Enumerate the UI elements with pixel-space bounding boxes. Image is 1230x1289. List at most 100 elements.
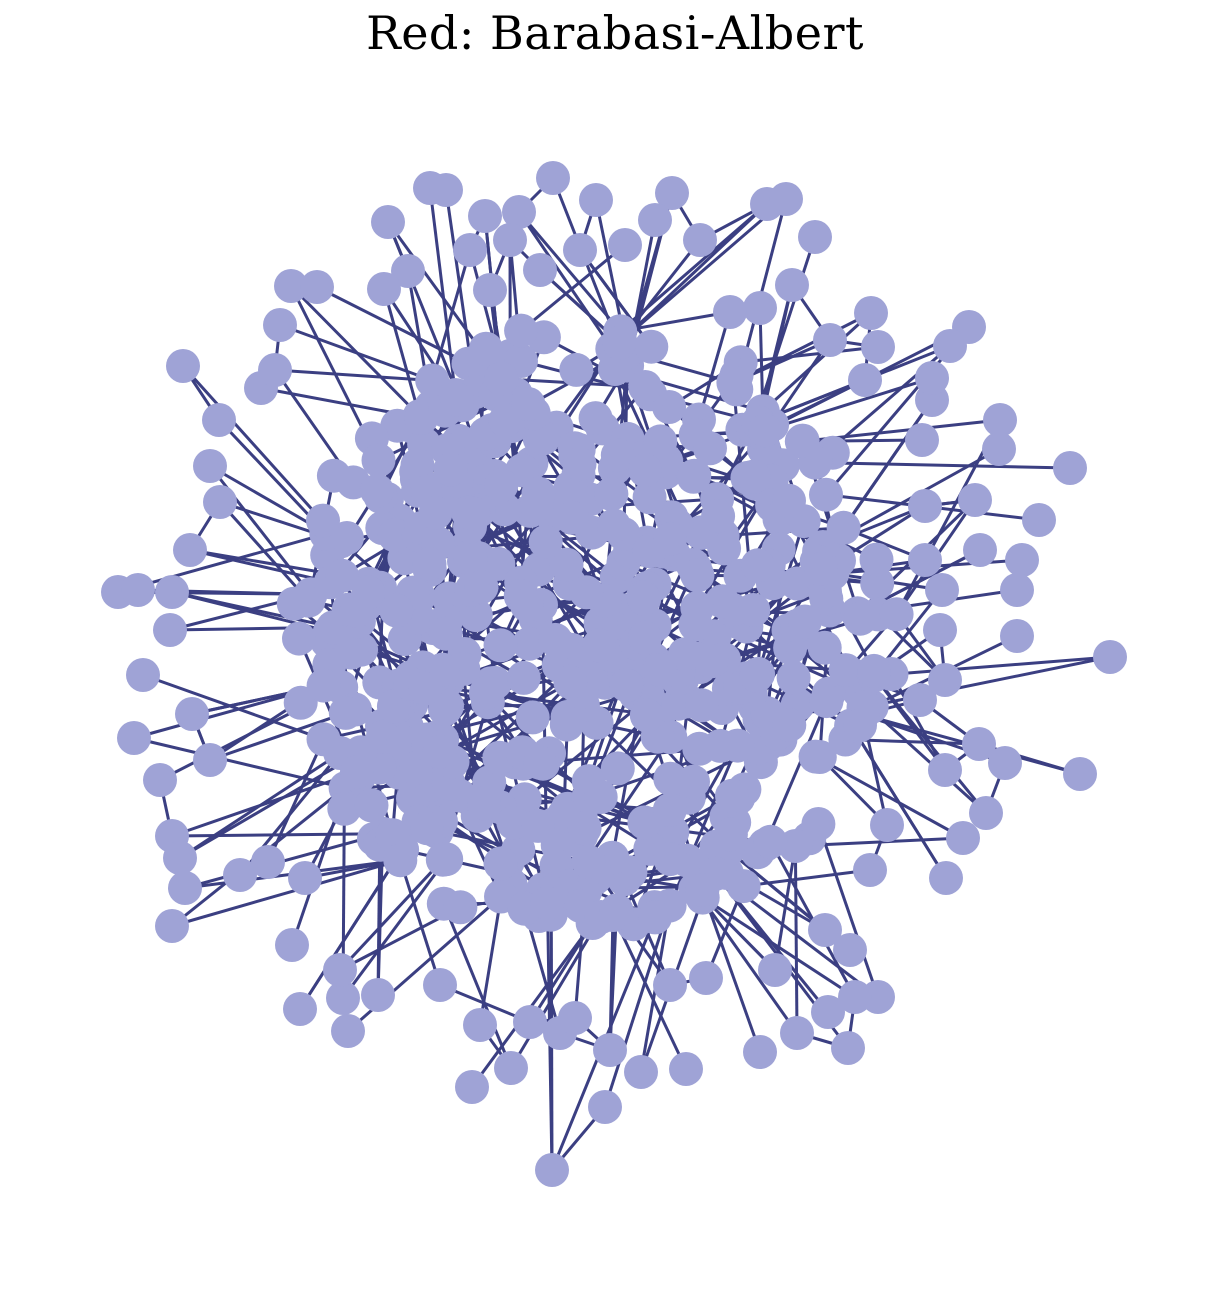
graph-node <box>780 1016 814 1050</box>
graph-node <box>329 696 363 730</box>
graph-edge <box>172 834 383 836</box>
graph-node <box>653 762 687 796</box>
graph-edge <box>795 846 797 1033</box>
graph-node <box>529 525 563 559</box>
graph-node <box>463 1008 497 1042</box>
graph-node <box>440 383 474 417</box>
graph-node <box>306 504 340 538</box>
graph-nodes <box>101 161 1127 1187</box>
graph-node <box>429 617 463 651</box>
graph-node <box>423 968 457 1002</box>
graph-node <box>1005 543 1039 577</box>
graph-node <box>682 732 716 766</box>
graph-node <box>870 808 904 842</box>
graph-node <box>808 913 842 947</box>
graph-node <box>737 460 771 494</box>
graph-node <box>340 755 374 789</box>
graph-edge <box>874 657 1110 676</box>
graph-node <box>1093 640 1127 674</box>
graph-node <box>434 453 468 487</box>
graph-edge <box>818 824 878 997</box>
graph-node <box>946 821 980 855</box>
graph-node <box>743 1035 777 1069</box>
graph-node <box>827 511 861 545</box>
graph-node <box>361 978 395 1012</box>
graph-node <box>628 621 662 655</box>
graph-node <box>563 233 597 267</box>
graph-node <box>155 575 189 609</box>
graph-node <box>538 623 572 657</box>
graph-node <box>453 233 487 267</box>
graph-node <box>510 588 544 622</box>
graph-node <box>963 533 997 567</box>
graph-node <box>600 893 634 927</box>
graph-node <box>282 622 316 656</box>
graph-node <box>362 443 396 477</box>
graph-node <box>758 953 792 987</box>
graph-node <box>777 661 811 695</box>
graph-node <box>880 597 914 631</box>
graph-node <box>469 332 503 366</box>
graph-node <box>685 873 719 907</box>
graph-node <box>798 220 832 254</box>
graph-node <box>861 330 895 364</box>
graph-node <box>643 653 677 687</box>
graph-node <box>521 809 555 843</box>
graph-node <box>695 644 729 678</box>
graph-node <box>743 291 777 325</box>
graph-node <box>288 861 322 895</box>
graph-node <box>173 533 207 567</box>
graph-node <box>809 478 843 512</box>
graph-node <box>788 605 822 639</box>
graph-node <box>584 780 618 814</box>
graph-node <box>848 363 882 397</box>
graph-node <box>371 205 405 239</box>
graph-node <box>523 746 557 780</box>
graph-node <box>597 509 631 543</box>
graph-node <box>484 628 518 662</box>
graph-node <box>643 424 677 458</box>
graph-node <box>740 659 774 693</box>
graph-node <box>962 727 996 761</box>
graph-node <box>121 573 155 607</box>
graph-node <box>516 700 550 734</box>
graph-node <box>419 496 453 530</box>
graph-node <box>624 1055 658 1089</box>
graph-node <box>1000 573 1034 607</box>
graph-node <box>340 594 374 628</box>
graph-node <box>627 582 661 616</box>
graph-node <box>126 658 160 692</box>
graph-node <box>810 684 844 718</box>
graph-node <box>634 330 668 364</box>
graph-node <box>854 296 888 330</box>
graph-node <box>669 1052 703 1086</box>
graph-node <box>553 665 587 699</box>
graph-node <box>523 253 557 287</box>
graph-node <box>680 591 714 625</box>
graph-node <box>933 329 967 363</box>
graph-node <box>536 161 570 195</box>
graph-node <box>258 353 292 387</box>
graph-node <box>716 366 750 400</box>
graph-node <box>714 817 748 851</box>
graph-node <box>769 182 803 216</box>
graph-node <box>443 890 477 924</box>
graph-node <box>713 295 747 329</box>
graph-edge <box>172 860 400 926</box>
graph-node <box>568 811 602 845</box>
graph-node <box>569 575 603 609</box>
graph-node <box>701 499 735 533</box>
graph-node <box>1063 757 1097 791</box>
graph-node <box>608 228 642 262</box>
graph-node <box>410 811 444 845</box>
graph-node <box>507 661 541 695</box>
graph-node <box>155 909 189 943</box>
graph-node <box>426 843 460 877</box>
graph-node <box>715 779 749 813</box>
graph-node <box>563 447 597 481</box>
graph-node <box>677 459 711 493</box>
graph-node <box>638 900 672 934</box>
graph-node <box>323 953 357 987</box>
graph-node <box>163 841 197 875</box>
